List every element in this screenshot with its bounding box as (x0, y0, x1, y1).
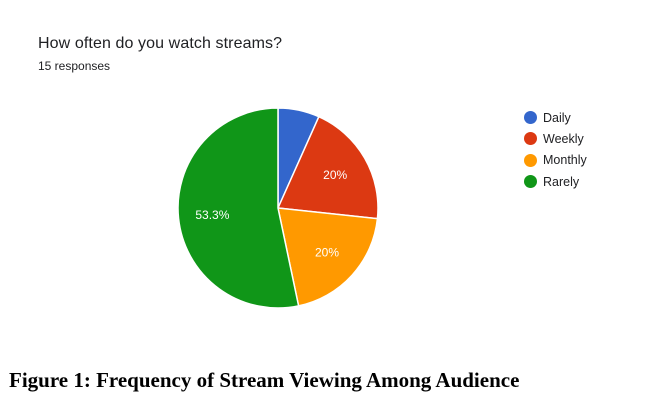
slice-label-monthly: 20% (315, 245, 339, 259)
legend-swatch-rarely (524, 175, 537, 189)
legend-item-daily: Daily (524, 107, 587, 128)
legend-label-weekly: Weekly (543, 131, 584, 146)
pie-slices (177, 107, 379, 309)
chart-card: How often do you watch streams? 15 respo… (38, 35, 587, 309)
legend-swatch-weekly (524, 132, 537, 146)
slice-label-rarely: 53.3% (195, 208, 229, 222)
pie-slice-rarely (177, 107, 300, 309)
pie-slice-labels: 20% 20% 53.3% (195, 168, 347, 259)
legend-label-monthly: Monthly (543, 153, 587, 168)
chart-legend: Daily Weekly Monthly Rarely (524, 107, 587, 192)
legend-label-rarely: Rarely (543, 174, 580, 189)
chart-title: How often do you watch streams? (38, 35, 283, 52)
legend-item-monthly: Monthly (524, 150, 587, 171)
slice-label-weekly: 20% (323, 168, 347, 182)
pie-chart: 20% 20% 53.3% (177, 107, 379, 309)
legend-item-weekly: Weekly (524, 128, 587, 149)
legend-label-daily: Daily (543, 110, 571, 125)
legend-item-rarely: Rarely (524, 171, 587, 192)
legend-swatch-daily (524, 111, 537, 125)
response-count: 15 responses (38, 59, 111, 73)
pie-slice-weekly (276, 115, 379, 220)
legend-swatch-monthly (524, 153, 537, 167)
pie-slice-monthly (277, 207, 379, 307)
figure-caption: Figure 1: Frequency of Stream Viewing Am… (9, 368, 520, 392)
